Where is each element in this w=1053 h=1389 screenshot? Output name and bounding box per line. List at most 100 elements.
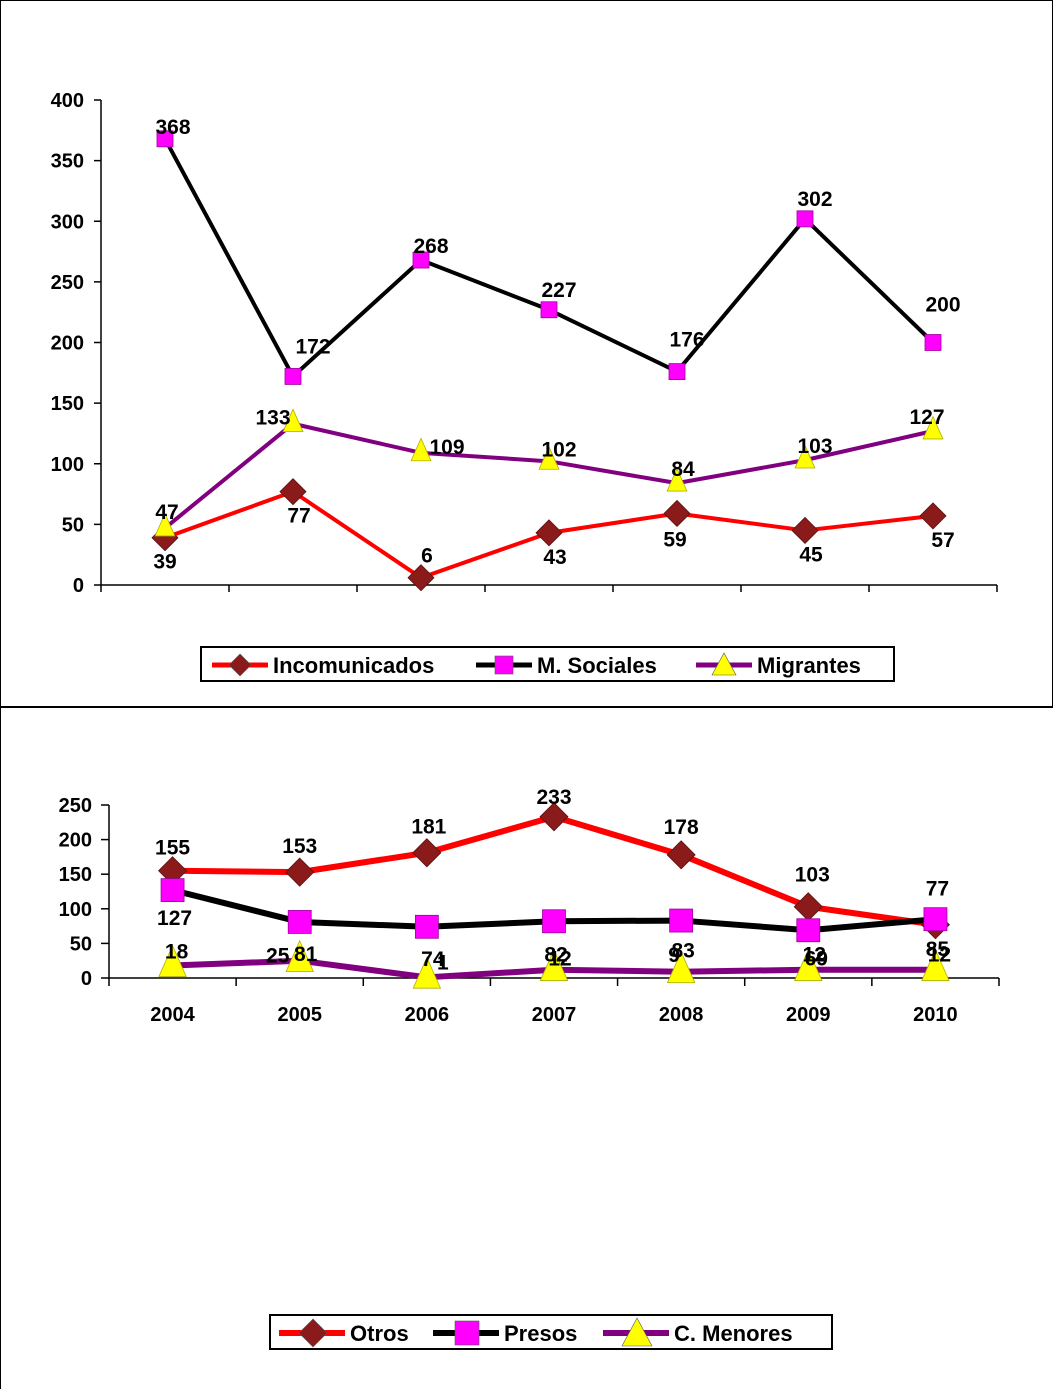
data-label: 153 [282,835,317,858]
legend-label: Presos [504,1321,577,1347]
data-label: 12 [803,944,826,967]
data-label: 25 [266,945,290,968]
series-markers [152,479,946,591]
data-label: 12 [548,948,571,971]
legend-entry-m-sociales: M. Sociales [474,648,692,680]
data-label: 39 [153,551,176,574]
data-point-marker [669,364,685,380]
data-label: 18 [165,941,189,964]
x-tick-label: 2004 [150,1004,195,1026]
data-point-marker [925,335,941,351]
data-point-marker [664,500,690,526]
data-label: 302 [797,188,832,211]
x-tick-label: 2007 [532,1004,577,1026]
data-point-marker [415,915,438,938]
data-label: 109 [429,436,464,459]
series-line-m-sociales [165,139,933,377]
line-chart-bottom: 0501001502002502004 2005 2006 2007 2008 2009 2… [1,708,1053,1389]
axes: 0 50 100 150 200 250 300 350 400 [51,90,997,597]
data-label: 200 [925,294,960,317]
data-label: 59 [663,528,686,551]
data-point-marker [413,839,441,867]
data-point-marker [667,841,695,869]
triangle-marker-icon [694,648,754,680]
diamond-marker-icon [210,648,270,680]
data-label: 178 [664,816,699,839]
y-tick-label: 150 [59,864,92,886]
data-point-marker [670,909,693,932]
data-point-marker [536,520,562,546]
chart-panel-bottom: 0 50 100 150 200 250 2004 2005 2006 2007 2008 2009 2… [0,706,1053,1389]
y-tick-label: 200 [51,333,84,355]
legend-entry-incomunicados: Incomunicados [210,648,472,680]
data-label: 227 [541,279,576,302]
y-tick-label: 50 [70,933,92,955]
y-tick-label: 300 [51,211,84,233]
data-label: 77 [926,878,949,901]
data-label: 47 [155,501,178,524]
data-label: 1 [437,951,449,974]
data-point-marker [797,919,820,942]
y-tick-label: 100 [59,899,92,921]
axes: 0 50 100 150 200 250 2004 2005 2006 2007 2008 2009 2… [59,795,999,1026]
legend-label: Incomunicados [273,653,434,679]
y-tick-label: 0 [73,575,84,597]
data-label: 57 [931,529,954,552]
data-point-marker [408,565,434,591]
x-tick-label: 2008 [659,1004,704,1026]
square-marker-icon [474,648,534,680]
data-label: 233 [536,786,571,809]
data-label: 9 [668,944,680,967]
data-label: 12 [928,944,951,967]
y-tick-label: 400 [51,90,84,112]
data-label: 172 [295,335,330,358]
legend-bottom: Otros Presos C. Menores [269,1314,833,1350]
legend-entry-c-menores: C. Menores [601,1316,829,1348]
data-point-marker [920,503,946,529]
y-tick-label: 50 [62,514,84,536]
data-point-marker [161,879,184,902]
data-labels: 155 153 181 233 178 103 77 [155,786,949,901]
legend-entry-presos: Presos [431,1316,596,1348]
legend-label: Migrantes [757,653,861,679]
legend-label: C. Menores [674,1321,793,1347]
line-chart-top: 05010015020025030035040039776 43594557368… [1,1,1052,707]
data-label: 102 [541,438,576,461]
data-label: 84 [671,458,695,481]
data-label: 81 [294,943,318,966]
data-label: 127 [909,406,944,429]
y-tick-label: 0 [81,968,92,990]
y-tick-label: 200 [59,830,92,852]
x-tick-label: 2006 [405,1004,450,1026]
data-label: 181 [411,816,446,839]
data-point-marker [285,368,301,384]
data-label: 6 [421,545,433,568]
data-label: 176 [669,329,704,352]
data-label: 103 [797,435,832,458]
data-point-marker [288,910,311,933]
data-label: 103 [795,864,830,887]
data-label: 268 [413,235,448,258]
legend-top: Incomunicados M. Sociales Migrantes [200,646,895,682]
data-point-marker [280,479,306,505]
data-label: 133 [255,407,290,430]
data-label: 77 [287,505,310,528]
data-label: 368 [155,116,190,139]
y-tick-label: 350 [51,151,84,173]
data-point-marker [792,517,818,543]
y-tick-label: 250 [51,272,84,294]
data-labels: 368 172 268 227 176 302 200 [155,116,960,359]
y-tick-label: 250 [59,795,92,817]
x-tick-label: 2009 [786,1004,831,1026]
y-tick-label: 100 [51,454,84,476]
square-marker-icon [431,1316,501,1348]
data-point-marker [543,910,566,933]
data-label: 45 [799,543,823,566]
chart-panel-top: 0 50 100 150 200 250 300 350 400 39 77 6 43 59 45 57 368… [0,0,1053,707]
data-label: 127 [157,907,192,930]
y-tick-label: 150 [51,393,84,415]
legend-label: M. Sociales [537,653,657,679]
x-tick-label: 2010 [913,1004,958,1026]
data-point-marker [924,908,947,931]
diamond-marker-icon [277,1316,347,1348]
